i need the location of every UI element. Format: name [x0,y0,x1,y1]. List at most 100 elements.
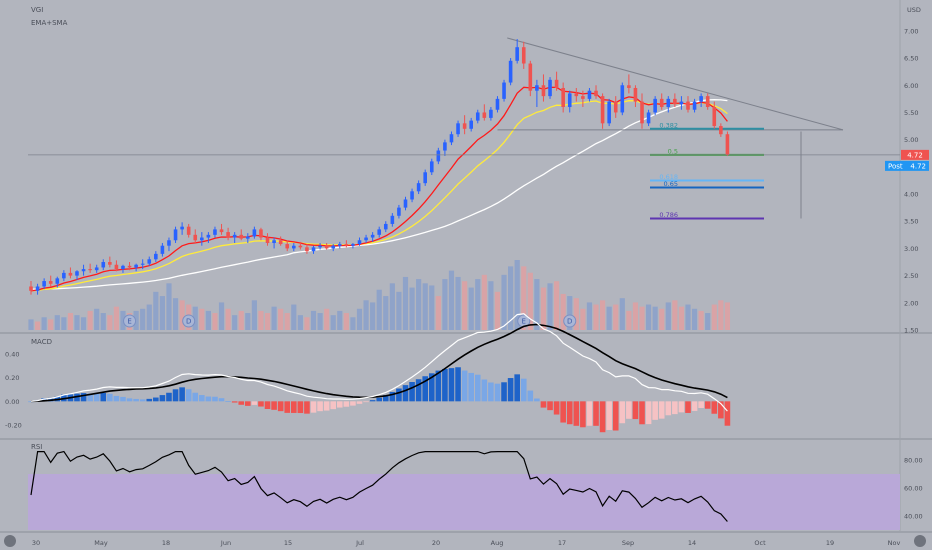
candle-body [272,240,276,243]
macd-histogram-bar [573,401,580,426]
macd-title: MACD [31,338,52,346]
volume-bar [442,279,448,330]
event-marker[interactable] [182,314,196,328]
macd-histogram-bar [685,401,691,413]
macd-histogram-bar [139,399,146,402]
macd-histogram-bar [619,401,626,424]
event-marker[interactable] [123,314,137,328]
volume-bar [192,306,198,330]
scroll-left-button[interactable] [4,535,16,547]
candle-body [489,109,493,118]
macd-histogram-bar [133,398,139,402]
time-axis[interactable]: 30 May 18 Jun 15 Jul 20 Aug 17 Sep 14 Oct 19 Nov [32,539,901,547]
volume-bar [494,291,501,330]
fib-level-label: 0.382 [659,121,678,129]
candle-body [239,234,244,239]
macd-histogram-bar [28,401,34,403]
macd-histogram-bar [547,401,553,411]
time-tick-label: 14 [688,539,696,547]
candle-body [462,123,467,129]
ema-fast-line [30,86,728,292]
candle-body [554,79,559,88]
candle-body [265,237,270,243]
macd-histogram-bar [100,392,107,402]
price-tick-label: 2.00 [904,299,918,307]
price-tick-label: 4.00 [904,191,918,199]
volume-bar [251,300,257,330]
candle-body [502,82,506,99]
macd-histogram-bar [350,401,356,406]
candle-body [200,237,204,241]
candle-body [180,226,184,230]
macd-histogram-bar [264,401,271,410]
candle-body [692,101,697,110]
volume-bar [383,296,389,330]
candle-body [469,120,473,129]
candle-body [246,236,250,239]
candle-body [548,79,552,97]
price-tick-label: 5.50 [904,109,918,117]
candle-body [686,101,690,110]
candle-body [331,245,336,249]
candle-body [134,264,138,268]
candle-body [226,232,230,238]
fib-level-label: 0.65 [664,180,678,188]
fib-level-label: 0.5 [668,147,678,155]
time-tick-label: 15 [284,539,292,547]
macd-histogram-bar [724,401,731,426]
volume-bar [172,298,179,330]
volume-bar [619,298,625,330]
macd-axis[interactable]: 0.40 0.20 0.00 -0.20 [5,351,22,430]
macd-histogram-bar [172,389,179,402]
volume-bar [508,266,514,330]
volume-bars [28,260,731,330]
candle-body [627,85,631,88]
volume-bar [278,308,284,330]
macd-histogram-bar [606,401,612,430]
sma-line [31,99,728,290]
macd-histogram-bar [356,401,363,404]
candle-body [62,272,66,279]
candle-body [699,96,703,102]
volume-bar [448,270,455,330]
volume-bar [146,304,152,330]
volume-bar [284,313,290,330]
candle-body [429,161,434,173]
scroll-right-button[interactable] [914,535,926,547]
macd-histogram-bar [593,401,599,426]
macd-histogram-bar [422,376,428,402]
volume-bar [337,310,343,330]
time-tick-label: Jul [355,539,364,547]
macd-tick-label: 0.00 [5,398,19,406]
volume-bar [468,287,474,330]
rsi-tick-label: 40.00 [904,513,923,521]
time-tick-label: 17 [558,539,566,547]
macd-histogram-bar [205,396,212,402]
volume-bar [87,310,93,330]
candle-body [278,240,283,245]
volume-bar [409,287,415,330]
candle-body [725,134,730,155]
volume-bar [481,274,487,330]
macd-histogram-bar [455,367,461,402]
candle-body [75,271,79,276]
symbol-label: VGI [31,6,43,14]
volume-bar [133,310,139,330]
candle-body [68,272,73,276]
candle-body [581,96,585,99]
candle-body [673,98,677,105]
volume-bar [159,296,165,330]
macd-histogram-bar [639,401,645,425]
candle-body [712,107,717,127]
candle-body [147,259,152,264]
volume-bar [580,308,586,330]
volume-bar [429,285,435,330]
event-marker[interactable] [563,314,577,328]
price-tick-label: 3.00 [904,245,918,253]
time-tick-label: 20 [432,539,440,547]
rsi-axis[interactable]: 80.00 60.00 40.00 [904,457,923,521]
volume-bar [74,315,80,330]
candle-body [456,123,460,135]
